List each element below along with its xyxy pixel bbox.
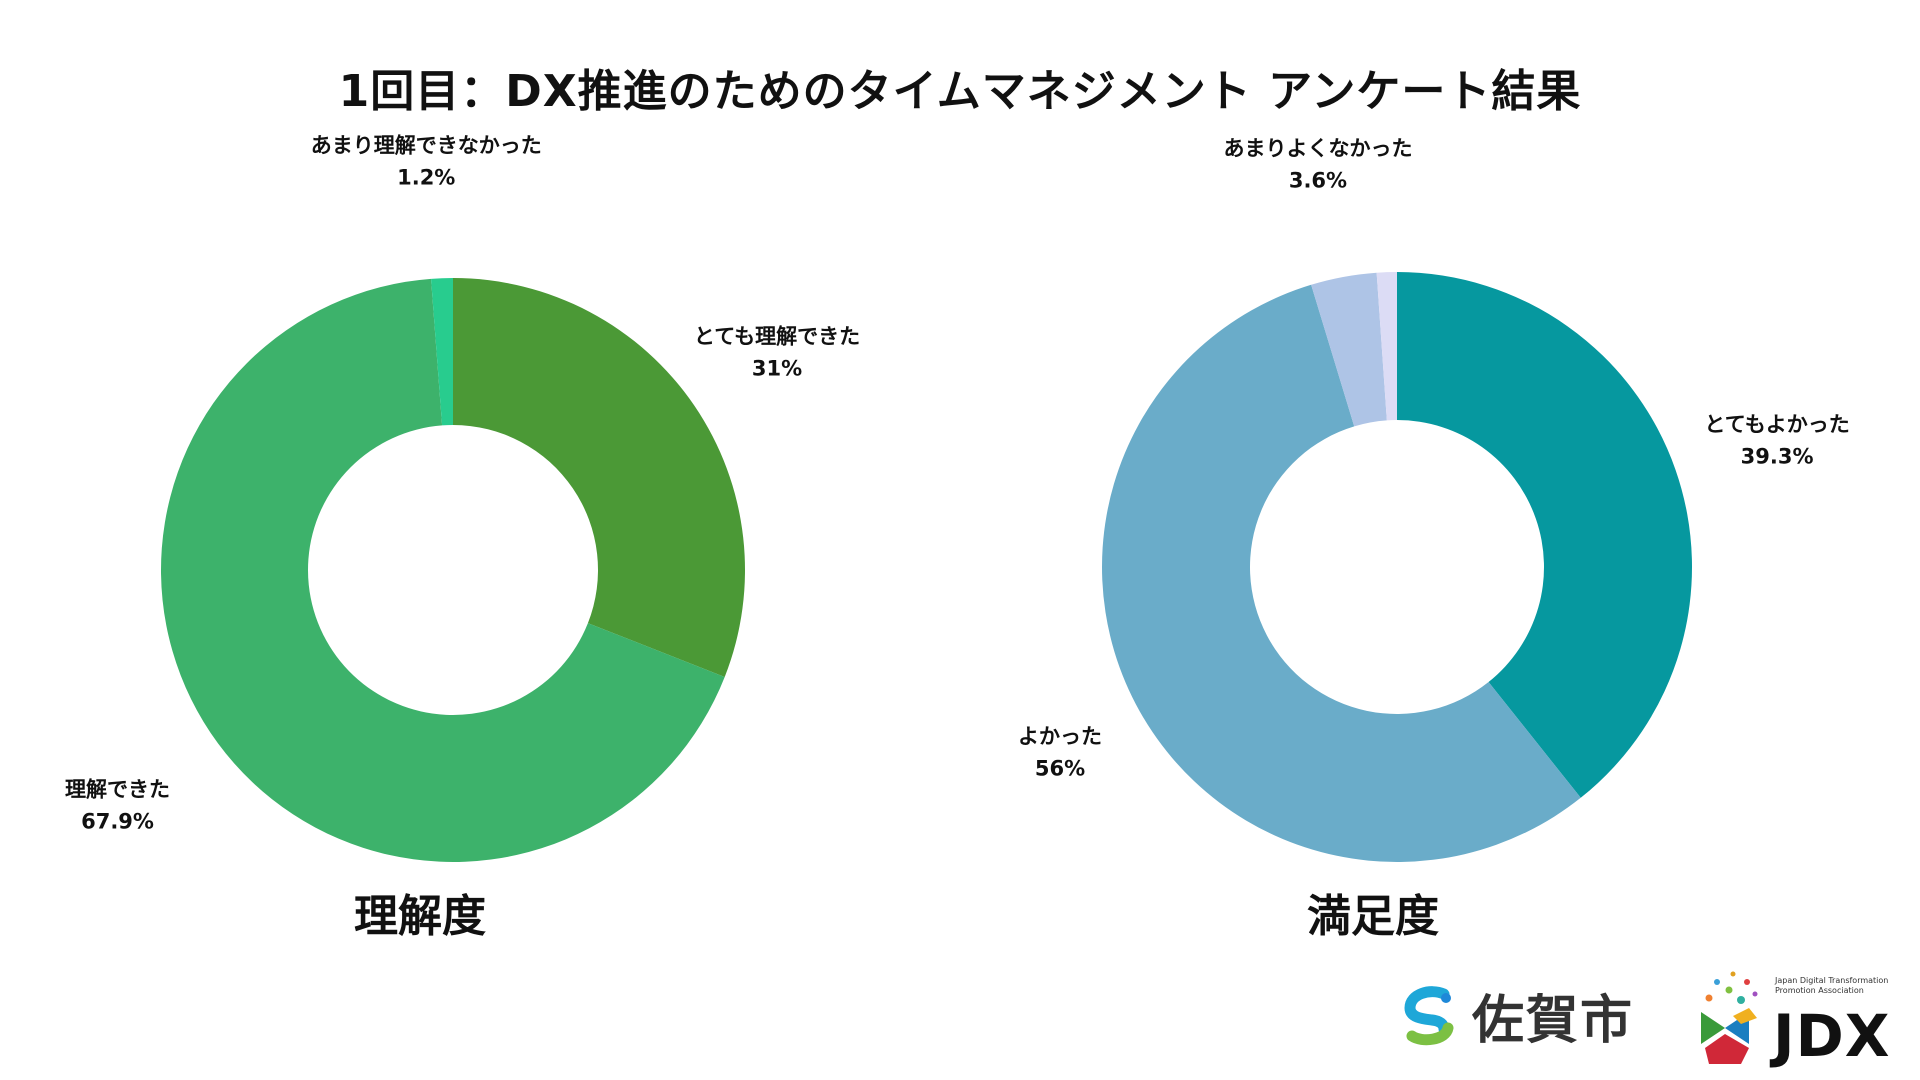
slice-percent-label: 1.2% <box>397 165 455 189</box>
jdx-name: JDX <box>1773 1002 1891 1070</box>
slice-label: あまりよくなかった <box>1223 136 1412 160</box>
slice-label: 理解できた <box>65 778 170 802</box>
slice-percent-label: 31% <box>752 356 802 380</box>
slice-very-good <box>1397 272 1692 798</box>
saga-city-logo: 佐賀市 <box>1400 978 1634 1053</box>
understanding-chart-caption: 理解度 <box>354 891 486 942</box>
jdx-tagline: Japan Digital Transformation Promotion A… <box>1775 976 1889 995</box>
saga-city-mark-icon <box>1404 985 1454 1045</box>
slice-percent-label: 3.6% <box>1289 168 1347 192</box>
slice-other <box>1376 272 1397 421</box>
footer-logos: 佐賀市 Japan Digital Transformation Promoti… <box>1390 960 1910 1070</box>
satisfaction-chart-caption: 満足度 <box>1307 891 1439 942</box>
jdx-mark-icon <box>1701 971 1758 1064</box>
slice-label: とてもよかった <box>1704 413 1849 437</box>
slice-percent-label: 56% <box>1035 756 1085 780</box>
slice-label: あまり理解できなかった <box>311 133 542 157</box>
satisfaction-donut-chart: とてもよかった 39.3% よかった 56% あまりよくなかった 3.6% <box>1018 136 1850 863</box>
saga-city-name: 佐賀市 <box>1472 991 1635 1051</box>
slice-not-understood <box>431 278 453 426</box>
slice-label: よかった <box>1018 724 1102 748</box>
slice-not-good <box>1311 272 1387 427</box>
slice-understood <box>160 278 725 863</box>
understanding-donut-chart: とても理解できた 31% 理解できた 67.9% あまり理解できなかった 1.2% <box>65 133 860 863</box>
slice-very-understood <box>453 278 746 677</box>
slice-percent-label: 67.9% <box>81 810 154 834</box>
jdx-logo: Japan Digital Transformation Promotion A… <box>1695 968 1910 1070</box>
slice-good <box>1101 284 1581 863</box>
slice-percent-label: 39.3% <box>1741 445 1814 469</box>
page-title: 1回目：DX推進のためのタイムマネジメント アンケート結果 <box>338 66 1582 117</box>
slice-label: とても理解できた <box>694 324 860 348</box>
